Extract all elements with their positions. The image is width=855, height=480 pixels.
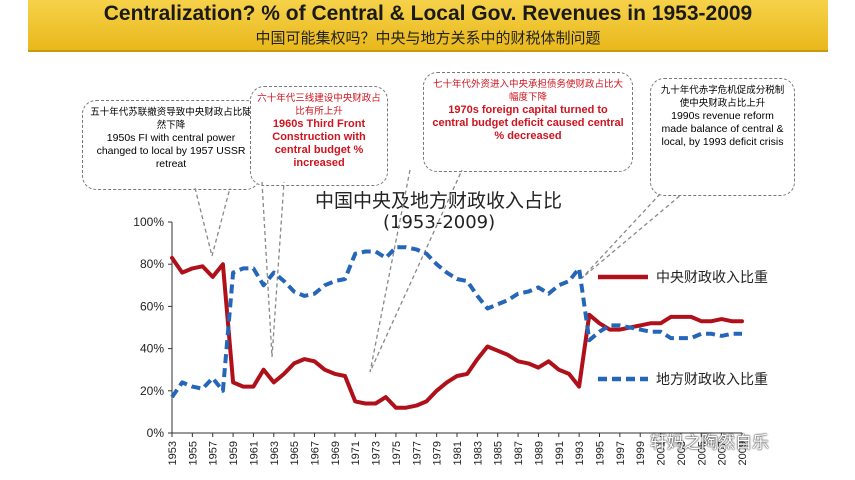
y-tick-label: 20%	[140, 384, 164, 398]
x-tick-label: 1965	[289, 441, 301, 465]
x-tick-label: 1997	[615, 441, 627, 465]
annotation-1990s-zh: 九十年代赤字危机促成分税制使中央财政占比上升	[660, 85, 785, 109]
annotation-1970s-en: 1970s foreign capital turned to central …	[432, 104, 624, 142]
x-tick-label: 1977	[411, 441, 423, 465]
x-tick-label: 1967	[310, 441, 322, 465]
x-tick-label: 1971	[350, 441, 362, 465]
x-tick-label: 1989	[533, 441, 545, 465]
y-tick-label: 0%	[147, 426, 165, 440]
y-tick-label: 40%	[140, 342, 164, 356]
annotation-1990s-en: 1990s revenue reform made balance of cen…	[661, 110, 784, 148]
y-tick-label: 80%	[140, 257, 164, 271]
x-tick-label: 1959	[228, 441, 240, 465]
y-tick-label: 60%	[140, 299, 164, 313]
y-axis: 0% 20% 40% 60% 80% 100%	[133, 215, 173, 440]
x-tick-label: 1999	[635, 441, 647, 465]
plot-area	[170, 245, 744, 410]
annotation-1990s: 九十年代赤字危机促成分税制使中央财政占比上升 1990s revenue ref…	[650, 78, 795, 196]
legend-label: 中央财政收入比重	[656, 270, 768, 286]
x-tick-label: 1983	[472, 441, 484, 465]
annotation-1950s: 五十年代苏联撤资导致中央财政占比陡然下降 1950s FI with centr…	[82, 100, 260, 190]
x-tick-label: 1955	[187, 441, 199, 465]
callout-pointer	[261, 181, 285, 358]
annotation-1960s-zh: 六十年代三线建设中央财政占比有所上升	[257, 93, 381, 117]
x-axis: 1953 1955 1957 1959 1961 1963 1965 1967 1969 1971…	[167, 432, 749, 465]
watermark: 轩妈之陶然自乐	[650, 433, 769, 453]
callout-pointer	[581, 193, 683, 279]
x-tick-label: 2005	[696, 441, 708, 465]
callout-pointer	[194, 187, 231, 257]
chart-title: 中国中央及地方财政收入占比	[315, 190, 563, 212]
x-tick-label: 1973	[371, 441, 383, 465]
annotation-1960s-en: 1960s Third Front Construction with cent…	[272, 118, 366, 169]
x-tick-label: 1969	[330, 441, 342, 465]
x-tick-label: 1991	[554, 441, 566, 465]
title-banner: Centralization? % of Central & Local Gov…	[28, 0, 828, 52]
x-tick-label: 1993	[574, 441, 586, 465]
x-tick-label: 1953	[167, 441, 179, 465]
x-tick-label: 1957	[208, 441, 220, 465]
x-tick-label: 1985	[493, 441, 505, 465]
page-title: Centralization? % of Central & Local Gov…	[103, 2, 753, 25]
x-tick-label: 1987	[513, 441, 525, 465]
legend-label: 地方财政收入比重	[656, 372, 768, 388]
series-line-local	[170, 245, 742, 399]
series-line-central	[170, 255, 744, 410]
callout-pointers	[194, 169, 683, 373]
x-tick-label: 2001	[656, 441, 668, 465]
x-tick-label: 1963	[269, 441, 281, 465]
y-tick-label: 100%	[133, 215, 164, 229]
annotation-1950s-en: 1950s FI with central power changed to l…	[96, 132, 246, 170]
page-subtitle: 中国可能集权吗？中央与地方关系中的财税体制问题	[255, 29, 601, 47]
annotation-1970s-zh: 七十年代外资进入中央承担债务使财政占比大幅度下降	[432, 79, 623, 103]
annotation-1960s: 六十年代三线建设中央财政占比有所上升 1960s Third Front Con…	[250, 86, 388, 186]
x-tick-label: 1975	[391, 441, 403, 465]
x-tick-label: 1995	[595, 441, 607, 465]
x-tick-label: 2007	[717, 441, 729, 465]
annotation-1970s: 七十年代外资进入中央承担债务使财政占比大幅度下降 1970s foreign c…	[423, 72, 633, 172]
callout-pointer	[369, 169, 463, 373]
x-tick-label: 2003	[676, 441, 688, 465]
chart-subtitle: (1953-2009)	[383, 212, 496, 233]
x-tick-label: 2009	[737, 441, 749, 465]
annotation-1950s-zh: 五十年代苏联撤资导致中央财政占比陡然下降	[90, 107, 252, 131]
x-tick-label: 1981	[452, 441, 464, 465]
x-tick-label: 1961	[248, 441, 260, 465]
x-tick-label: 1979	[432, 441, 444, 465]
